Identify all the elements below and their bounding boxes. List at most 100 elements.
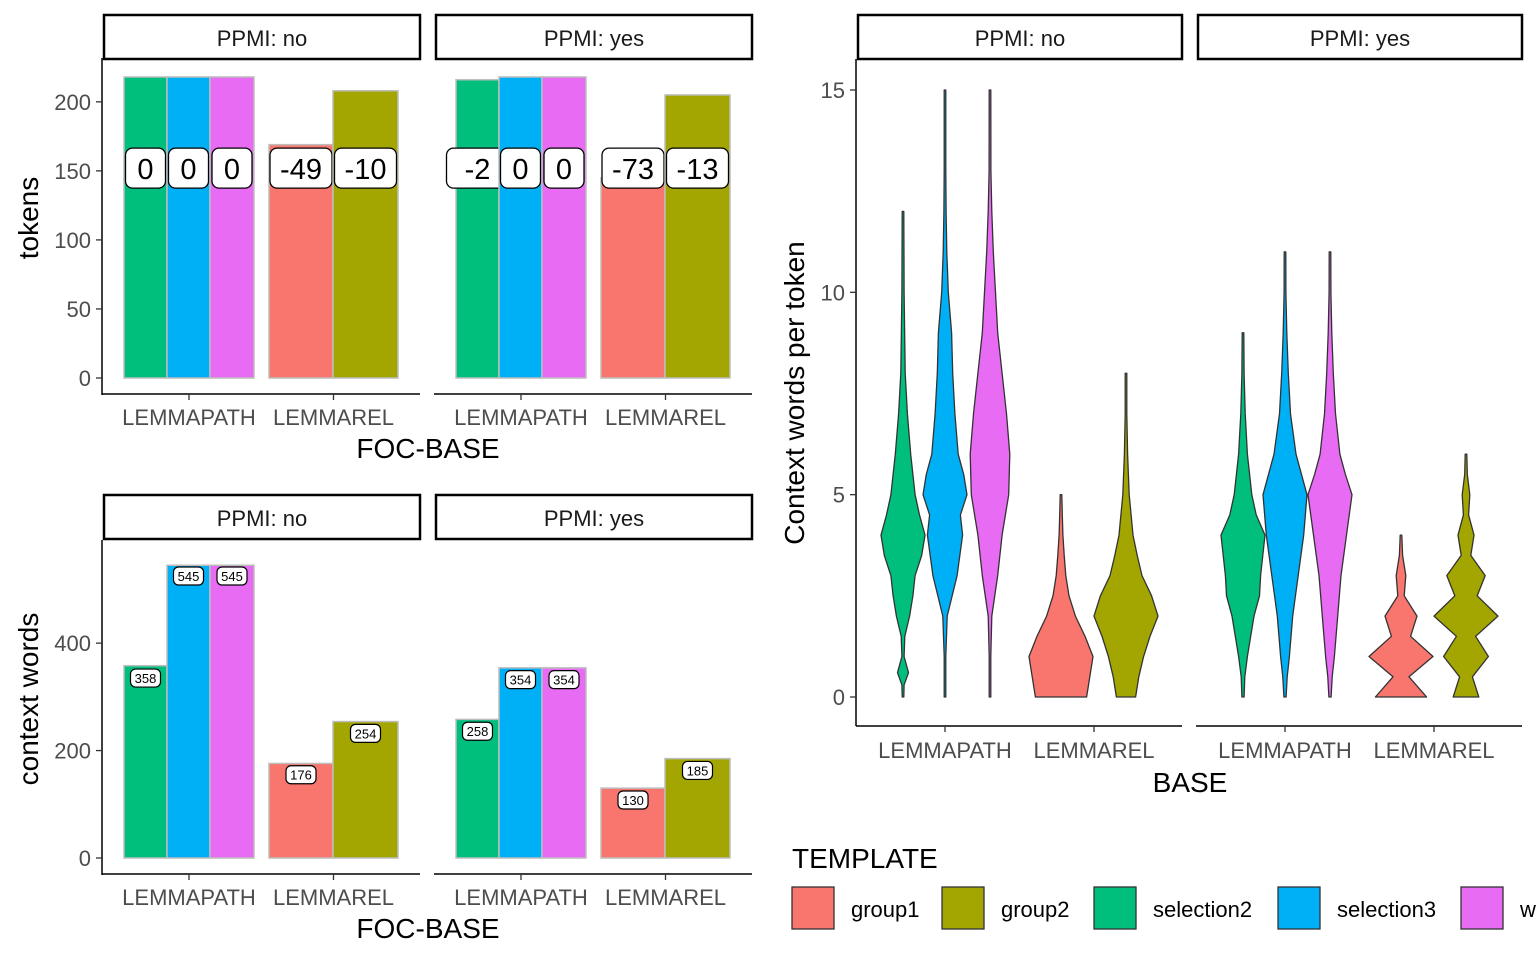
facet-strip-label: PPMI: yes — [544, 26, 644, 51]
data-label-box — [167, 147, 210, 189]
y-tick-label: 200 — [54, 90, 91, 115]
data-label: 0 — [137, 154, 153, 186]
x-tick-label: LEMMAREL — [1033, 738, 1154, 763]
violin-group2 — [1093, 372, 1159, 698]
data-label-box — [285, 765, 317, 785]
facet-strip — [1196, 13, 1524, 61]
legend-key-weight — [1460, 886, 1504, 930]
facet-strip-label: PPMI: yes — [1310, 26, 1410, 51]
y-tick-label: 50 — [67, 297, 91, 322]
data-label-box — [617, 790, 649, 810]
bar-weight — [541, 76, 587, 379]
data-label-box — [269, 147, 333, 189]
y-axis-title: Context words per token — [779, 241, 810, 545]
legend: TEMPLATE group1 group2 selection2 selection… — [791, 843, 1536, 930]
legend-label: group1 — [851, 897, 920, 922]
y-tick-label: 5 — [833, 483, 845, 508]
bar-selection2 — [455, 78, 500, 379]
data-label-box — [504, 670, 537, 690]
violin-selection2 — [1220, 332, 1266, 698]
legend-key-group1 — [791, 886, 835, 930]
data-label-box — [216, 566, 248, 586]
x-tick-label: LEMMAREL — [273, 405, 394, 430]
data-label-box — [461, 721, 494, 741]
x-tick-label: LEMMAPATH — [122, 405, 256, 430]
bar-selection2 — [123, 664, 168, 859]
violin-weight — [1307, 251, 1353, 698]
data-label-box — [548, 670, 580, 690]
facet-strip-label: PPMI: yes — [544, 506, 644, 531]
data-label: 354 — [510, 673, 532, 688]
x-tick-label: LEMMAPATH — [454, 405, 588, 430]
violin-group1 — [1028, 494, 1094, 698]
x-axis-title: FOC-BASE — [356, 913, 499, 944]
data-label-box — [211, 147, 253, 189]
legend-key-selection3 — [1277, 886, 1321, 930]
legend-label: we — [1519, 897, 1536, 922]
x-tick-label: LEMMAREL — [605, 885, 726, 910]
bar-selection3 — [166, 564, 211, 859]
bar-group2 — [664, 94, 731, 379]
y-tick-label: 0 — [833, 685, 845, 710]
x-tick-label: LEMMAPATH — [454, 885, 588, 910]
data-label: 545 — [221, 569, 243, 584]
data-label-box — [681, 760, 714, 781]
data-label: 130 — [622, 793, 644, 808]
bar-group1 — [600, 177, 666, 379]
violin-group2 — [1433, 453, 1499, 698]
x-tick-label: LEMMAPATH — [122, 885, 256, 910]
facet-strip — [102, 13, 422, 61]
violin-group1 — [1368, 534, 1434, 698]
y-tick-label: 400 — [54, 631, 91, 656]
data-label-box — [499, 147, 542, 189]
data-label-box — [665, 147, 730, 189]
data-label: 358 — [135, 671, 157, 686]
data-label: 0 — [512, 154, 528, 186]
y-tick-label: 15 — [821, 78, 845, 103]
data-label-box — [333, 147, 398, 189]
violin-selection3 — [1262, 251, 1308, 698]
bar-selection3 — [166, 76, 211, 379]
legend-key-group2 — [941, 886, 985, 930]
data-label-box — [124, 147, 167, 189]
bar-group2 — [332, 720, 399, 859]
facet-strip — [102, 493, 422, 541]
violin-selection2 — [880, 210, 926, 698]
data-label: 0 — [180, 154, 196, 186]
data-label: -73 — [612, 154, 654, 186]
facet-strip-label: PPMI: no — [217, 26, 307, 51]
x-tick-label: LEMMAPATH — [878, 738, 1012, 763]
data-label-box — [129, 668, 162, 688]
data-label: 0 — [224, 154, 240, 186]
y-tick-label: 100 — [54, 228, 91, 253]
data-label-box — [349, 723, 382, 743]
bar-selection3 — [498, 667, 543, 859]
legend-label: selection2 — [1153, 897, 1252, 922]
facet-strip — [434, 493, 754, 541]
facet-strip-label: PPMI: no — [975, 26, 1065, 51]
legend-title: TEMPLATE — [792, 843, 938, 874]
facet-strip — [434, 13, 754, 61]
data-label: 176 — [290, 768, 312, 783]
data-label-box — [172, 566, 205, 586]
data-label: 258 — [467, 724, 489, 739]
facet-strip-label: PPMI: no — [217, 506, 307, 531]
y-tick-label: 200 — [54, 739, 91, 764]
x-axis-title: BASE — [1153, 767, 1228, 798]
y-tick-label: 0 — [79, 846, 91, 871]
facet-strip — [856, 13, 1184, 61]
data-label: 354 — [553, 673, 575, 688]
x-axis-title: FOC-BASE — [356, 433, 499, 464]
bar-selection2 — [123, 76, 168, 379]
y-tick-label: 150 — [54, 159, 91, 184]
x-tick-label: LEMMAREL — [605, 405, 726, 430]
data-label: -10 — [345, 154, 387, 186]
legend-key-selection2 — [1093, 886, 1137, 930]
bar-weight — [209, 76, 255, 379]
bar-selection2 — [455, 718, 500, 859]
data-label: 0 — [556, 154, 572, 186]
bar-weight — [541, 667, 587, 859]
violin-selection3 — [922, 89, 968, 698]
